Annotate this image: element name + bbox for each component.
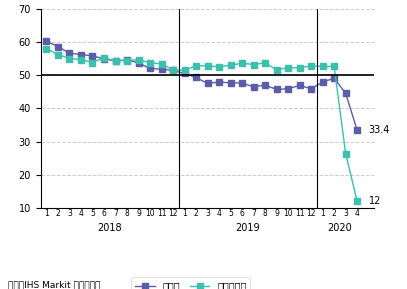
Text: 33.4: 33.4	[369, 125, 390, 135]
Text: 資料：IHS Markit から作成。: 資料：IHS Markit から作成。	[8, 280, 101, 289]
Text: 12: 12	[369, 197, 381, 206]
Text: 2019: 2019	[236, 223, 260, 233]
Text: 2020: 2020	[328, 223, 352, 233]
Text: 2018: 2018	[97, 223, 122, 233]
Legend: 製造業, サービス業: 製造業, サービス業	[131, 277, 250, 289]
